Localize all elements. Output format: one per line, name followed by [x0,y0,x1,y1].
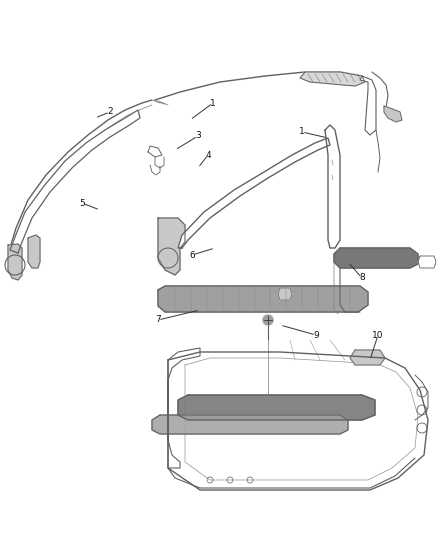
Polygon shape [152,415,348,434]
Text: 9: 9 [313,330,319,340]
Text: 8: 8 [359,273,365,282]
Polygon shape [158,286,368,312]
Text: 3: 3 [195,132,201,141]
Polygon shape [325,125,340,248]
Text: 5: 5 [79,198,85,207]
Text: 10: 10 [372,330,384,340]
Polygon shape [350,350,385,365]
Text: 2: 2 [107,108,113,117]
Polygon shape [334,248,418,268]
Polygon shape [300,72,365,86]
Polygon shape [360,76,376,135]
Text: 1: 1 [299,127,305,136]
Polygon shape [168,352,428,490]
Text: 6: 6 [189,251,195,260]
Polygon shape [384,106,402,122]
Polygon shape [28,235,40,268]
Circle shape [263,315,273,325]
Polygon shape [10,110,140,253]
Polygon shape [178,395,375,420]
Polygon shape [168,348,200,468]
Text: 7: 7 [155,316,161,325]
Polygon shape [178,138,330,248]
Polygon shape [158,218,185,275]
Text: 4: 4 [205,150,211,159]
Polygon shape [8,244,22,280]
Polygon shape [418,256,436,268]
Text: 1: 1 [210,99,216,108]
Polygon shape [278,288,292,300]
